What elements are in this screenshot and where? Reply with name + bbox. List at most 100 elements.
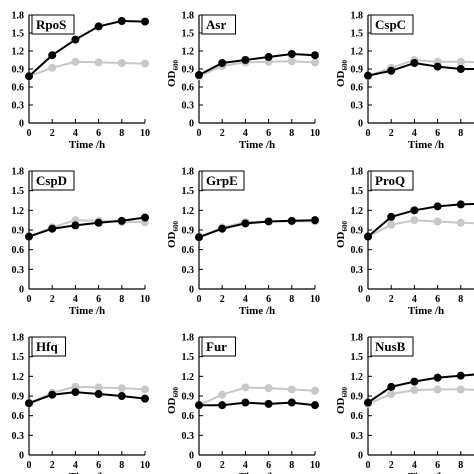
data-point: [287, 385, 296, 394]
x-tick-label: 8: [458, 128, 463, 139]
data-point: [195, 401, 203, 410]
y-tick-label: 0.3: [182, 265, 195, 276]
y-tick-label: 1.8: [182, 333, 195, 344]
y-tick-label: 1.5: [12, 29, 25, 40]
y-tick-label: 0.6: [182, 83, 195, 94]
x-axis-label: Time /h: [239, 305, 275, 317]
x-tick-label: 10: [310, 294, 320, 305]
panel-title-box: [370, 170, 414, 191]
y-tick-label: 1.5: [351, 352, 364, 363]
data-point: [264, 384, 273, 393]
y-axis-label-sub: 600: [172, 60, 180, 71]
x-tick-label: 0: [27, 460, 32, 471]
data-point: [25, 399, 33, 408]
data-point: [141, 213, 149, 222]
x-tick-label: 8: [119, 460, 124, 471]
data-point: [387, 390, 396, 399]
data-point: [94, 218, 103, 227]
data-point: [117, 17, 126, 25]
data-point: [311, 216, 319, 225]
data-point: [364, 71, 372, 80]
y-axis-label: OD600: [335, 387, 349, 415]
x-axis-label: Time /h: [239, 471, 275, 474]
x-tick-label: 6: [435, 460, 440, 471]
data-point: [311, 386, 319, 395]
panel-title: CspC: [375, 17, 406, 32]
data-point: [410, 216, 419, 225]
x-tick-label: 8: [119, 128, 124, 139]
panel-fur: 0 0.3 0.6 0.9 1.2 1.5 1.8 0 2 4 6 8 10 Time /h OD600 Fu…: [166, 333, 320, 474]
data-point: [311, 58, 319, 67]
panel-title: GrpE: [206, 173, 238, 188]
panel-title: CspD: [36, 173, 67, 188]
y-tick-label: 0.6: [351, 245, 364, 256]
y-tick-label: 1.8: [351, 333, 364, 344]
y-axis-label-sub: 600: [341, 60, 349, 71]
y-axis-label-sub: 600: [341, 221, 349, 232]
data-point: [433, 202, 442, 211]
x-tick-label: 6: [266, 460, 271, 471]
data-point: [25, 72, 33, 81]
data-point: [141, 394, 149, 403]
data-point: [456, 57, 465, 66]
y-tick-label: 1.2: [351, 47, 364, 58]
y-tick-label: 0.9: [12, 392, 25, 403]
y-tick-label: 0.3: [182, 101, 195, 112]
y-tick-label: 1.2: [182, 47, 195, 58]
x-tick-label: 4: [73, 460, 78, 471]
series-line: [198, 60, 316, 78]
x-tick-label: 2: [50, 294, 55, 305]
y-tick-label: 0.9: [12, 65, 25, 76]
data-point: [287, 57, 296, 66]
y-tick-label: 1.8: [182, 11, 195, 22]
data-point: [433, 217, 442, 226]
x-tick-label: 10: [140, 294, 150, 305]
y-tick-label: 0.6: [351, 83, 364, 94]
x-axis-label: Time /h: [408, 305, 444, 317]
data-point: [456, 385, 465, 394]
data-point: [71, 221, 80, 230]
data-point: [311, 401, 319, 410]
panel-title: ProQ: [375, 173, 405, 188]
data-point: [94, 58, 103, 67]
x-tick-label: 8: [119, 294, 124, 305]
x-tick-label: 8: [458, 460, 463, 471]
y-axis-label-main: OD: [335, 70, 347, 87]
y-tick-label: 1.2: [182, 372, 195, 383]
data-point: [456, 218, 465, 227]
panel-title-box: [31, 170, 75, 191]
y-tick-label: 0.6: [351, 411, 364, 422]
y-tick-label: 1.5: [182, 186, 195, 197]
data-point: [264, 53, 273, 61]
y-tick-label: 1.8: [351, 11, 364, 22]
y-tick-label: 1.5: [12, 352, 25, 363]
y-tick-label: 0: [189, 119, 194, 130]
x-tick-label: 8: [289, 294, 294, 305]
data-point: [433, 373, 442, 382]
panel-title: Asr: [206, 17, 226, 32]
data-point: [287, 216, 296, 225]
data-point: [387, 382, 396, 391]
x-axis-label: Time /h: [408, 139, 444, 151]
data-point: [141, 17, 149, 26]
x-axis-label: Time /h: [69, 139, 105, 151]
x-tick-label: 0: [197, 294, 202, 305]
x-tick-label: 10: [140, 460, 150, 471]
y-tick-label: 0.9: [12, 226, 25, 237]
y-tick-label: 0: [358, 451, 363, 462]
data-point: [195, 71, 203, 79]
y-tick-label: 0.9: [182, 226, 195, 237]
x-tick-label: 6: [266, 294, 271, 305]
x-tick-label: 0: [197, 128, 202, 139]
x-tick-label: 2: [50, 128, 55, 139]
data-point: [456, 65, 465, 73]
x-tick-label: 4: [412, 460, 417, 471]
panel-title-box: [370, 14, 414, 35]
data-point: [48, 224, 57, 233]
x-tick-label: 4: [73, 128, 78, 139]
y-axis-label: OD600: [335, 60, 349, 88]
x-tick-label: 6: [435, 128, 440, 139]
y-axis-label-main: OD: [335, 231, 347, 248]
y-axis-label-main: OD: [166, 397, 178, 414]
x-tick-label: 4: [243, 294, 248, 305]
